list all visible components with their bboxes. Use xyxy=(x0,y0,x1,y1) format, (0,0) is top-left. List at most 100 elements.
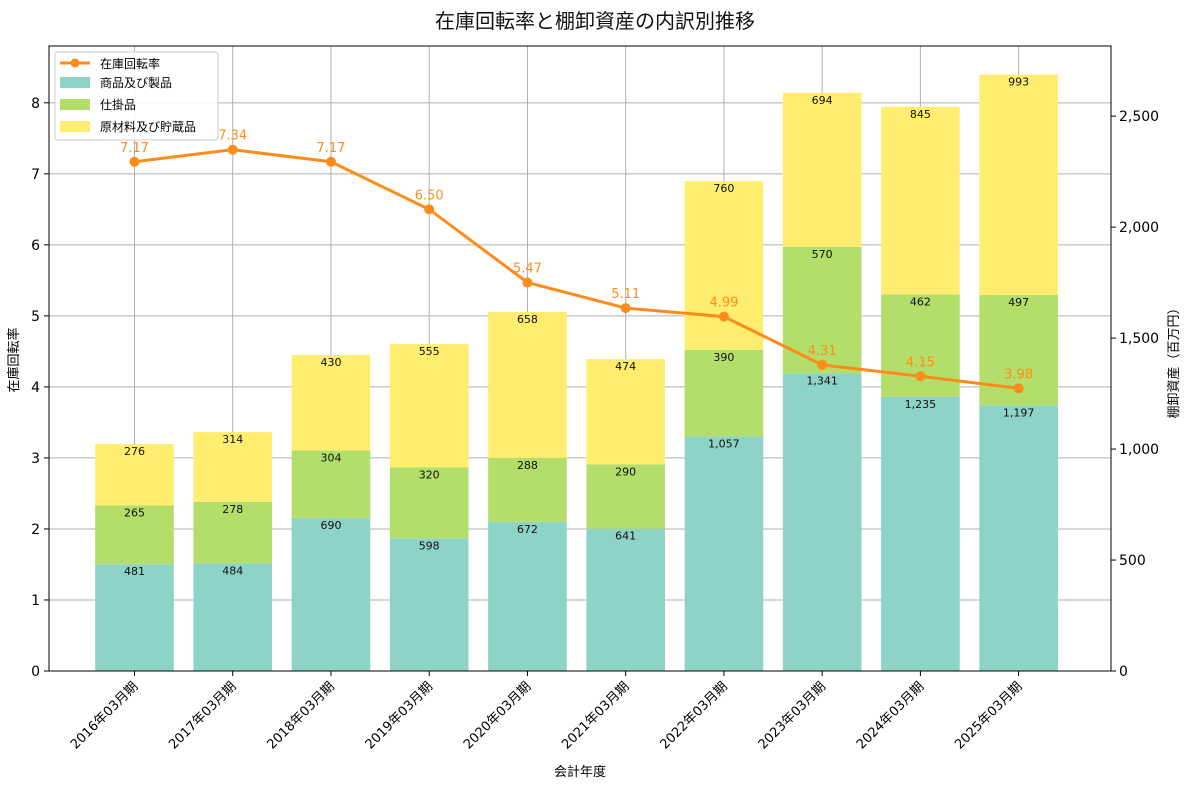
y-left-tick-label: 2 xyxy=(31,522,40,538)
bar-value-label: 1,057 xyxy=(708,437,740,450)
legend-label: 仕掛品 xyxy=(100,97,136,112)
y-axis-label-left: 在庫回転率 xyxy=(6,327,22,392)
bar-segment xyxy=(291,517,371,671)
bar-value-label: 760 xyxy=(713,182,734,195)
y-left-tick-label: 3 xyxy=(31,451,40,467)
turnover-value-label: 6.50 xyxy=(415,188,444,203)
turnover-value-label: 7.17 xyxy=(120,141,149,156)
x-tick-label: 2023年03月期 xyxy=(756,679,829,752)
legend-box xyxy=(54,51,219,141)
bars xyxy=(95,74,1058,671)
turnover-value-label: 4.15 xyxy=(906,355,935,370)
x-tick-label: 2025年03月期 xyxy=(952,679,1025,752)
bar-segment xyxy=(586,528,665,671)
legend-line-marker xyxy=(70,58,80,68)
turnover-point xyxy=(718,311,729,322)
legend-label: 在庫回転率 xyxy=(100,56,160,71)
turnover-line: 7.17 7.34 7.17 6.50 5.47 5.11 4.99 4.31 4.15 3.98 xyxy=(120,129,1033,394)
bar-segment xyxy=(193,501,273,564)
x-tick-label: 2022年03月期 xyxy=(657,679,730,752)
turnover-value-label: 4.31 xyxy=(808,344,837,359)
bar-segment xyxy=(881,294,960,397)
bar-value-label: 1,197 xyxy=(1003,406,1035,419)
x-tick-label: 2017年03月期 xyxy=(166,679,239,752)
x-tick-label: 2021年03月期 xyxy=(559,679,632,752)
turnover-point xyxy=(424,204,435,215)
bar-value-label: 1,235 xyxy=(905,398,937,411)
bar-segment xyxy=(389,467,469,539)
bar-segment xyxy=(95,564,174,671)
bar-segment xyxy=(586,359,665,465)
x-tick-label: 2018年03月期 xyxy=(264,679,337,752)
x-axis-label: 会計年度 xyxy=(554,764,606,780)
bar-value-label: 484 xyxy=(222,565,243,578)
bar-value-label: 390 xyxy=(713,351,734,364)
bar-value-label: 497 xyxy=(1008,296,1029,309)
y-right-tick-label: 2,500 xyxy=(1119,109,1159,125)
bar-segment xyxy=(291,450,371,518)
turnover-point xyxy=(620,303,631,314)
bar-value-label: 304 xyxy=(320,451,341,464)
bar-segment xyxy=(881,396,960,671)
bar-value-label: 320 xyxy=(419,468,440,481)
y-left-tick-label: 6 xyxy=(31,238,40,254)
bar-segment xyxy=(586,464,665,529)
turnover-point xyxy=(325,156,336,167)
x-tick-label: 2019年03月期 xyxy=(363,679,436,752)
bar-value-label: 598 xyxy=(419,539,440,552)
bar-segment xyxy=(389,344,469,468)
turnover-point xyxy=(1013,383,1024,394)
turnover-value-label: 5.47 xyxy=(513,262,542,277)
y-right-tick-label: 2,000 xyxy=(1119,220,1159,236)
y-axis-label-right: 棚卸資産（百万円） xyxy=(1166,301,1182,418)
turnover-value-label: 7.17 xyxy=(316,141,345,156)
turnover-value-label: 4.99 xyxy=(709,296,738,311)
y-left-tick-label: 1 xyxy=(31,593,40,609)
y-left-tick-label: 4 xyxy=(31,380,40,396)
legend-swatch xyxy=(60,121,90,132)
bar-value-label: 570 xyxy=(812,248,833,261)
bar-segment xyxy=(684,349,764,437)
bar-segment xyxy=(193,563,273,671)
bar-segment xyxy=(95,505,174,565)
bar-segment xyxy=(684,181,764,350)
bar-value-label: 555 xyxy=(419,345,440,358)
bar-value-label: 314 xyxy=(222,433,243,446)
turnover-point xyxy=(915,371,926,382)
turnover-line-path xyxy=(134,148,1019,390)
bar-value-label: 658 xyxy=(517,313,538,326)
y-right-tick-label: 1,000 xyxy=(1119,442,1159,458)
turnover-value-label: 7.34 xyxy=(218,129,247,144)
bar-segment xyxy=(881,106,960,295)
bar-value-label: 288 xyxy=(517,459,538,472)
bar-value-label: 474 xyxy=(615,360,636,373)
chart-title: 在庫回転率と棚卸資産の内訳別推移 xyxy=(435,9,755,33)
bar-segment xyxy=(488,457,567,522)
legend-label: 商品及び製品 xyxy=(100,75,172,90)
bar-segment xyxy=(684,436,764,671)
y-left-tick-label: 5 xyxy=(31,309,40,325)
bar-value-label: 845 xyxy=(910,108,931,121)
x-tick-label: 2024年03月期 xyxy=(854,679,927,752)
y-left-tick-label: 0 xyxy=(31,664,40,680)
y-right-tick-label: 500 xyxy=(1119,553,1146,569)
legend-swatch xyxy=(60,99,90,110)
turnover-point xyxy=(227,144,238,155)
y-right-tick-label: 1,500 xyxy=(1119,331,1159,347)
turnover-point xyxy=(522,277,533,288)
legend-label: 原材料及び貯蔵品 xyxy=(100,120,196,134)
bar-value-label: 1,341 xyxy=(806,374,838,387)
bar-value-label: 641 xyxy=(615,530,636,543)
bar-value-label: 694 xyxy=(812,94,833,107)
bar-segment xyxy=(193,432,273,502)
bar-value-label: 481 xyxy=(124,565,145,578)
bar-segment xyxy=(291,354,371,451)
y-left-tick-label: 7 xyxy=(31,167,40,183)
bar-segment xyxy=(95,444,174,506)
turnover-point xyxy=(129,156,140,167)
bar-value-label: 265 xyxy=(124,506,145,519)
bar-segment xyxy=(488,521,567,671)
bar-segment xyxy=(979,74,1058,296)
bar-value-label: 690 xyxy=(320,519,341,532)
turnover-value-label: 3.98 xyxy=(1004,367,1033,382)
